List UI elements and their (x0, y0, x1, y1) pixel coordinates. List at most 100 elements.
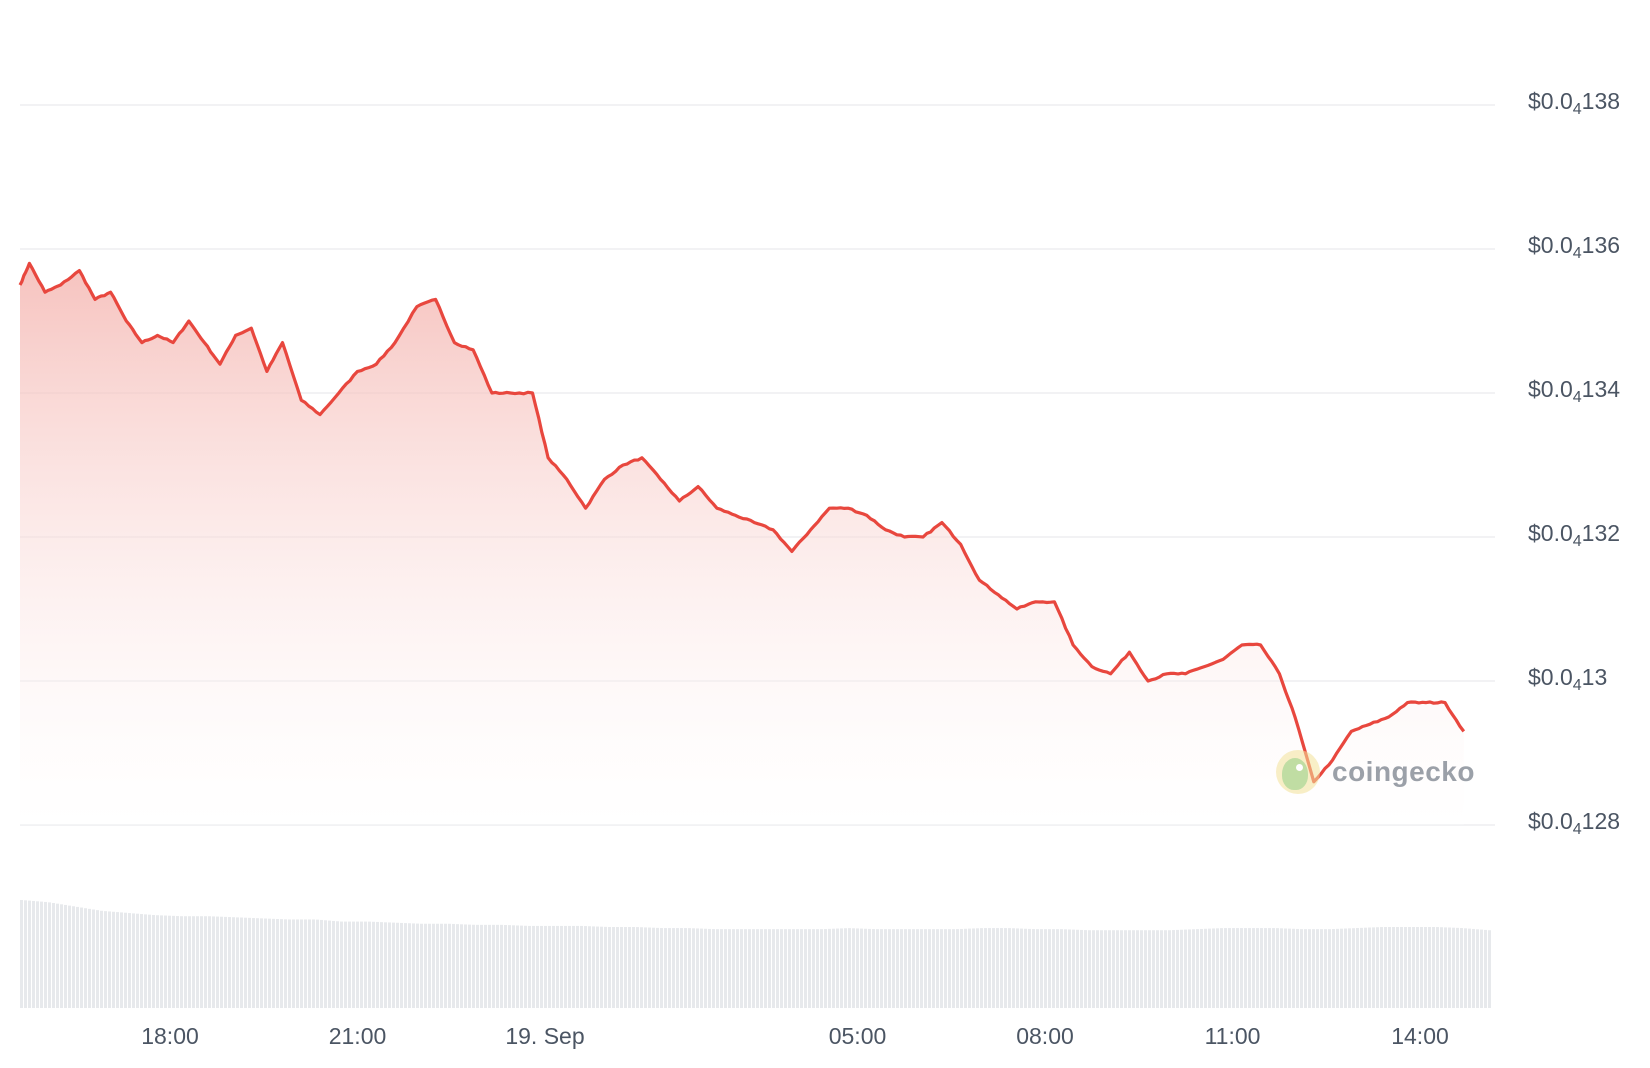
volume-bar (552, 925, 555, 1008)
volume-bar (200, 916, 203, 1008)
volume-bar (1192, 929, 1195, 1008)
volume-bar (148, 914, 151, 1008)
volume-bar (1272, 928, 1275, 1008)
x-tick-label: 14:00 (1391, 1023, 1449, 1049)
volume-bar (748, 929, 751, 1008)
volume-bar (1240, 928, 1243, 1008)
volume-bar (120, 912, 123, 1008)
volume-bar (236, 917, 239, 1008)
volume-bar (948, 929, 951, 1008)
volume-bar (412, 923, 415, 1008)
volume-bar (624, 927, 627, 1008)
volume-bar (172, 915, 175, 1008)
y-tick-label: $0.04128 (1528, 808, 1621, 838)
volume-bar (96, 910, 99, 1008)
volume-bar (636, 927, 639, 1008)
volume-bar (1160, 930, 1163, 1008)
volume-bar (184, 916, 187, 1008)
volume-bar (536, 925, 539, 1008)
volume-bar (1388, 927, 1391, 1008)
volume-bar (780, 929, 783, 1008)
volume-bar (1428, 927, 1431, 1008)
volume-bar (1440, 927, 1443, 1008)
volume-bar (1000, 928, 1003, 1008)
volume-bar (1300, 929, 1303, 1008)
volume-bar (732, 929, 735, 1008)
volume-bar (64, 904, 67, 1008)
volume-bar (596, 926, 599, 1008)
volume-bar (1116, 930, 1119, 1008)
volume-bar (616, 927, 619, 1008)
volume-bar (344, 921, 347, 1008)
volume-bar (604, 926, 607, 1008)
volume-bar (512, 925, 515, 1008)
volume-bar (392, 922, 395, 1008)
volume-bar (804, 929, 807, 1008)
volume-bar (388, 922, 391, 1008)
volume-bar (1076, 929, 1079, 1008)
volume-bar (248, 917, 251, 1008)
volume-bar (828, 928, 831, 1008)
volume-bar (1328, 929, 1331, 1008)
volume-bar (888, 929, 891, 1008)
volume-bar (1256, 928, 1259, 1008)
volume-bar (468, 924, 471, 1008)
coingecko-logo-icon (1276, 750, 1320, 794)
volume-bar (516, 925, 519, 1008)
volume-bar (1044, 929, 1047, 1008)
volume-bar (492, 924, 495, 1008)
volume-bar (1176, 929, 1179, 1008)
volume-bar (664, 928, 667, 1008)
volume-bar (1104, 930, 1107, 1008)
volume-bar (848, 928, 851, 1008)
volume-bar (380, 922, 383, 1008)
volume-bar (1384, 927, 1387, 1008)
volume-bar (100, 910, 103, 1008)
volume-bar (792, 929, 795, 1008)
volume-bar (740, 929, 743, 1008)
price-area-fill (20, 263, 1464, 825)
volume-bar (540, 925, 543, 1008)
volume-bar (860, 928, 863, 1008)
volume-bar (508, 925, 511, 1008)
volume-bar (476, 924, 479, 1008)
volume-bar (20, 900, 23, 1008)
volume-bar (44, 901, 47, 1008)
volume-bar (652, 927, 655, 1008)
volume-bar (1312, 929, 1315, 1008)
volume-bar (996, 928, 999, 1008)
volume-bar (960, 928, 963, 1008)
volume-bar (548, 925, 551, 1008)
volume-bar (268, 918, 271, 1008)
volume-bar (584, 926, 587, 1008)
volume-bar (1180, 929, 1183, 1008)
volume-bar (1248, 928, 1251, 1008)
volume-bar (564, 925, 567, 1008)
volume-bar (404, 923, 407, 1008)
volume-bar (1020, 928, 1023, 1008)
volume-bar (920, 929, 923, 1008)
volume-bar (76, 906, 79, 1008)
volume-bar (1088, 930, 1091, 1008)
volume-bar (160, 915, 163, 1008)
volume-bar (276, 918, 279, 1008)
volume-bar (1084, 930, 1087, 1008)
volume-bar (1124, 930, 1127, 1008)
volume-bar (1460, 928, 1463, 1008)
volume-bar (984, 928, 987, 1008)
volume-bar (1424, 927, 1427, 1008)
volume-bar (1244, 928, 1247, 1008)
volume-bar (1252, 928, 1255, 1008)
volume-bar (1136, 930, 1139, 1008)
volume-bar (1220, 928, 1223, 1008)
volume-bars (20, 900, 1491, 1008)
volume-bar (572, 925, 575, 1008)
volume-bar (1152, 930, 1155, 1008)
x-tick-label: 18:00 (141, 1023, 199, 1049)
volume-bar (156, 915, 159, 1008)
volume-bar (328, 920, 331, 1008)
volume-bar (1212, 928, 1215, 1008)
volume-bar (80, 907, 83, 1008)
volume-bar (1304, 929, 1307, 1008)
